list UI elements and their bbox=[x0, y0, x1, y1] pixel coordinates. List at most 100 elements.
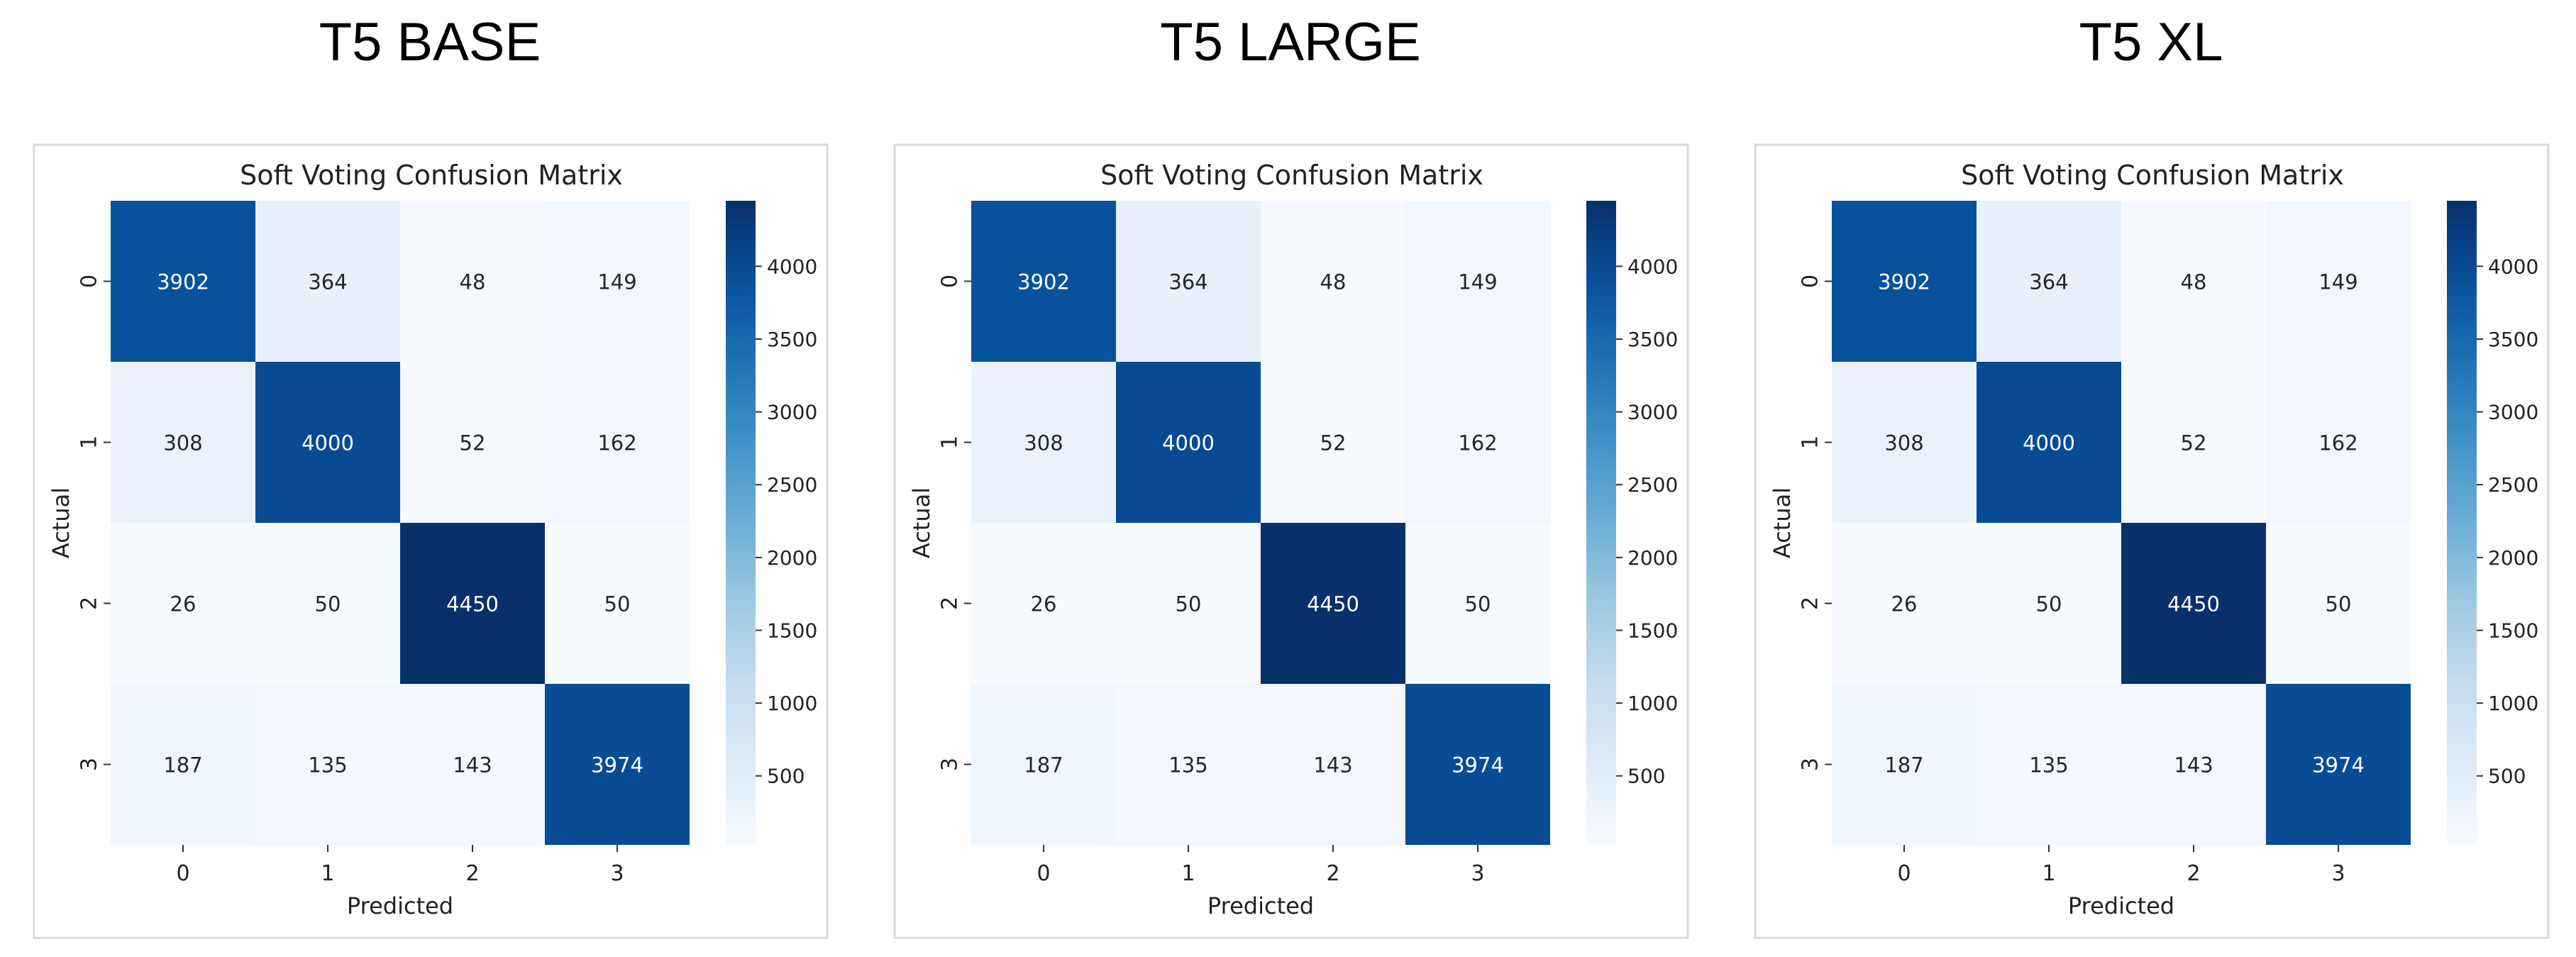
colorbar-tick-label: 1500 bbox=[2488, 619, 2538, 642]
x-tick-label: 1 bbox=[321, 861, 334, 886]
panel-heading: T5 XL bbox=[2079, 12, 2223, 72]
cell-label: 364 bbox=[308, 270, 347, 294]
heatmap-cell bbox=[255, 201, 400, 362]
y-tick-label: 1 bbox=[1798, 436, 1823, 449]
cell-label: 135 bbox=[308, 753, 347, 778]
cell-label: 50 bbox=[315, 592, 341, 616]
cell-label: 308 bbox=[1024, 431, 1063, 455]
colorbar-tick-label: 2000 bbox=[2488, 546, 2538, 570]
colorbar-tick-label: 500 bbox=[1627, 765, 1665, 788]
cell-label: 162 bbox=[2318, 431, 2357, 455]
cell-label: 3974 bbox=[1452, 753, 1504, 778]
heatmap-cell bbox=[1261, 684, 1405, 845]
y-tick-label: 3 bbox=[1798, 758, 1823, 771]
cell-label: 308 bbox=[1884, 431, 1923, 455]
cell-label: 26 bbox=[1891, 592, 1918, 616]
heatmap-cell bbox=[1832, 523, 1977, 684]
cell-label: 3902 bbox=[157, 270, 209, 294]
heatmap-cells: 3902 364 48 149 308 4000 52 162 26 50 4450 50 187 135… bbox=[971, 201, 1550, 845]
y-tick-label: 2 bbox=[77, 597, 102, 610]
heatmap-cell bbox=[1832, 362, 1977, 523]
cell-label: 26 bbox=[1031, 592, 1057, 616]
heatmap-cell bbox=[971, 201, 1116, 362]
x-tick-label: 1 bbox=[1181, 861, 1195, 886]
x-tick-label: 0 bbox=[176, 861, 189, 886]
colorbar-tick-label: 500 bbox=[2488, 765, 2526, 788]
heatmap-cell bbox=[971, 362, 1116, 523]
heatmap-cell bbox=[2266, 523, 2411, 684]
colorbar-tick-label: 2000 bbox=[767, 546, 817, 570]
heatmap-cell bbox=[1261, 362, 1405, 523]
colorbar-tick-label: 3000 bbox=[1627, 401, 1678, 424]
colorbar bbox=[2447, 201, 2477, 845]
heatmap-cell bbox=[2121, 523, 2266, 684]
cell-label: 50 bbox=[2036, 592, 2062, 616]
cell-label: 50 bbox=[2326, 592, 2352, 616]
cell-label: 187 bbox=[1024, 753, 1063, 778]
heatmap-cell bbox=[400, 201, 545, 362]
cell-label: 162 bbox=[597, 431, 636, 455]
x-tick-label: 2 bbox=[2187, 861, 2200, 886]
heatmap-cell bbox=[971, 523, 1116, 684]
y-axis-label: Actual bbox=[1769, 487, 1796, 558]
colorbar-tick-label: 1000 bbox=[2488, 692, 2538, 715]
colorbar-tick-label: 3500 bbox=[767, 328, 817, 351]
cell-label: 3974 bbox=[2312, 753, 2365, 778]
colorbar-tick-label: 2500 bbox=[1627, 473, 1678, 497]
heatmap-cell bbox=[1405, 684, 1550, 845]
cell-label: 135 bbox=[1168, 753, 1207, 778]
chart-title: Soft Voting Confusion Matrix bbox=[1961, 160, 2344, 191]
y-tick-label: 0 bbox=[77, 275, 102, 288]
colorbar-tick-label: 1000 bbox=[1627, 692, 1678, 715]
colorbar bbox=[726, 201, 756, 845]
heatmap-cell bbox=[1116, 684, 1261, 845]
heatmap-cell bbox=[545, 523, 690, 684]
y-axis-label: Actual bbox=[48, 487, 74, 558]
cell-label: 364 bbox=[1168, 270, 1207, 294]
colorbar-tick-label: 1500 bbox=[1627, 619, 1678, 642]
heatmap-cell bbox=[1977, 684, 2121, 845]
heatmap-cell bbox=[400, 362, 545, 523]
panel-heading: T5 LARGE bbox=[1160, 12, 1420, 72]
heatmap-cell bbox=[111, 684, 255, 845]
x-tick-label: 2 bbox=[1326, 861, 1339, 886]
cell-label: 52 bbox=[1320, 431, 1347, 455]
cell-label: 143 bbox=[2174, 753, 2213, 778]
cell-label: 26 bbox=[170, 592, 197, 616]
cell-label: 3902 bbox=[1878, 270, 1930, 294]
heatmap-cell bbox=[111, 201, 255, 362]
y-tick-label: 1 bbox=[938, 436, 963, 449]
cell-label: 4450 bbox=[446, 592, 499, 616]
x-tick-label: 3 bbox=[610, 861, 624, 886]
heatmap-cell bbox=[400, 684, 545, 845]
heatmap-cell bbox=[1261, 523, 1405, 684]
y-tick-label: 1 bbox=[77, 436, 102, 449]
cell-label: 50 bbox=[604, 592, 631, 616]
colorbar-tick-label: 2500 bbox=[767, 473, 817, 497]
heatmap-cell bbox=[971, 684, 1116, 845]
heatmap-cell bbox=[255, 523, 400, 684]
y-tick-label: 0 bbox=[938, 275, 963, 288]
colorbar-tick-label: 3000 bbox=[767, 401, 817, 424]
x-tick-label: 0 bbox=[1897, 861, 1911, 886]
cell-label: 162 bbox=[1458, 431, 1497, 455]
heatmap-cell bbox=[2266, 684, 2411, 845]
cell-label: 187 bbox=[1884, 753, 1923, 778]
colorbar-tick-label: 3500 bbox=[1627, 328, 1678, 351]
cell-label: 52 bbox=[460, 431, 486, 455]
y-axis-label: Actual bbox=[908, 487, 935, 558]
heatmap-cells: 3902 364 48 149 308 4000 52 162 26 50 4450 50 187 135… bbox=[1832, 201, 2411, 845]
heatmap-cell bbox=[2266, 201, 2411, 362]
colorbar-tick-label: 3500 bbox=[2488, 328, 2538, 351]
cell-label: 149 bbox=[597, 270, 636, 294]
y-tick-label: 2 bbox=[1798, 597, 1823, 610]
cell-label: 4000 bbox=[2023, 431, 2075, 455]
heatmap-cell bbox=[1977, 201, 2121, 362]
cell-label: 308 bbox=[163, 431, 202, 455]
heatmap-cell bbox=[1832, 201, 1977, 362]
heatmap-cell bbox=[2121, 684, 2266, 845]
cell-label: 50 bbox=[1465, 592, 1491, 616]
y-tick-label: 3 bbox=[77, 758, 102, 771]
